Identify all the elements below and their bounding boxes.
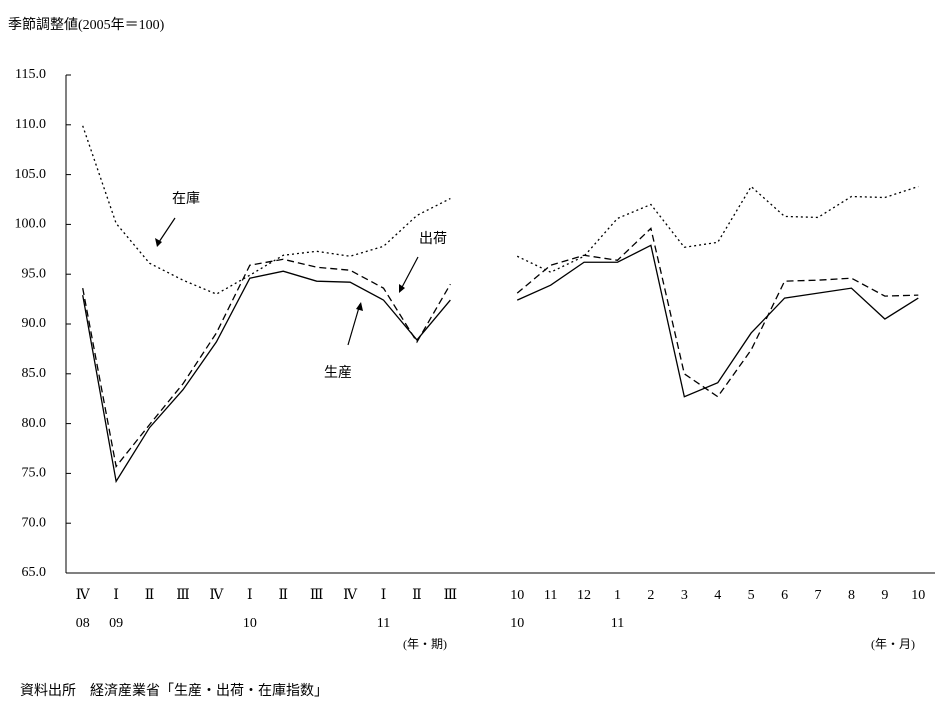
x-tick-label: Ⅲ xyxy=(444,588,458,603)
x-year-label: 08 xyxy=(76,616,90,631)
x-tick-label: Ⅳ xyxy=(76,588,91,603)
x-tick-label: Ⅲ xyxy=(176,588,190,603)
x-tick-label: Ⅰ xyxy=(381,588,387,603)
x-tick-label: 5 xyxy=(748,588,755,603)
x-tick-label: Ⅳ xyxy=(343,588,358,603)
x-tick-label: 12 xyxy=(577,588,591,603)
arrow-head xyxy=(155,238,162,247)
x-year-label: 10 xyxy=(243,616,257,631)
y-tick-label: 110.0 xyxy=(15,117,46,132)
source-note: 資料出所 経済産業省「生産・出荷・在庫指数」 xyxy=(20,682,328,699)
x-tick-label: 9 xyxy=(881,588,888,603)
x-tick-label: 7 xyxy=(815,588,822,603)
x-year-label: 09 xyxy=(109,616,123,631)
series-line xyxy=(82,258,451,468)
series-line xyxy=(516,227,919,398)
x-tick-label: Ⅲ xyxy=(310,588,324,603)
y-tick-label: 75.0 xyxy=(22,466,47,481)
y-tick-label: 80.0 xyxy=(22,416,47,431)
arrow xyxy=(347,303,361,346)
x-tick-label: Ⅰ xyxy=(247,588,253,603)
x-tick-label: 4 xyxy=(714,588,721,603)
x-tick-label: 1 xyxy=(614,588,621,603)
y-tick-label: 85.0 xyxy=(22,366,47,381)
y-tick-label: 65.0 xyxy=(22,565,47,580)
x-tick-label: 3 xyxy=(681,588,688,603)
x-unit-label: (年・月) xyxy=(871,637,915,651)
y-tick-label: 100.0 xyxy=(15,217,47,232)
series-line xyxy=(82,125,451,295)
y-tick-label: 105.0 xyxy=(15,167,47,182)
x-tick-label: 11 xyxy=(544,588,557,603)
x-unit-label: (年・期) xyxy=(403,637,447,651)
y-tick-label: 95.0 xyxy=(22,266,47,281)
x-tick-label: 8 xyxy=(848,588,855,603)
x-year-label: 11 xyxy=(611,616,624,631)
series-line xyxy=(82,270,451,484)
x-tick-label: 10 xyxy=(510,588,524,603)
series-label: 在庫 xyxy=(172,190,200,207)
series-line xyxy=(516,244,919,398)
series-line xyxy=(516,185,919,273)
x-tick-label: Ⅱ xyxy=(412,588,422,603)
x-tick-label: Ⅱ xyxy=(278,588,288,603)
x-tick-label: Ⅳ xyxy=(209,588,224,603)
arrow xyxy=(156,217,176,246)
x-tick-label: Ⅰ xyxy=(113,588,119,603)
y-tick-label: 90.0 xyxy=(22,316,47,331)
series-label: 出荷 xyxy=(419,231,447,247)
series-label: 生産 xyxy=(324,365,352,381)
arrow xyxy=(399,256,419,292)
arrow-head xyxy=(356,302,363,311)
x-tick-label: 6 xyxy=(781,588,788,603)
x-year-label: 11 xyxy=(377,616,390,631)
x-tick-label: Ⅱ xyxy=(145,588,155,603)
x-tick-label: 10 xyxy=(911,588,925,603)
x-tick-label: 2 xyxy=(647,588,654,603)
arrow-head xyxy=(399,284,405,293)
chart-title: 季節調整値(2005年＝100) xyxy=(8,16,165,33)
y-tick-label: 70.0 xyxy=(22,515,47,530)
x-year-label: 10 xyxy=(510,616,524,631)
y-tick-label: 115.0 xyxy=(15,67,46,82)
